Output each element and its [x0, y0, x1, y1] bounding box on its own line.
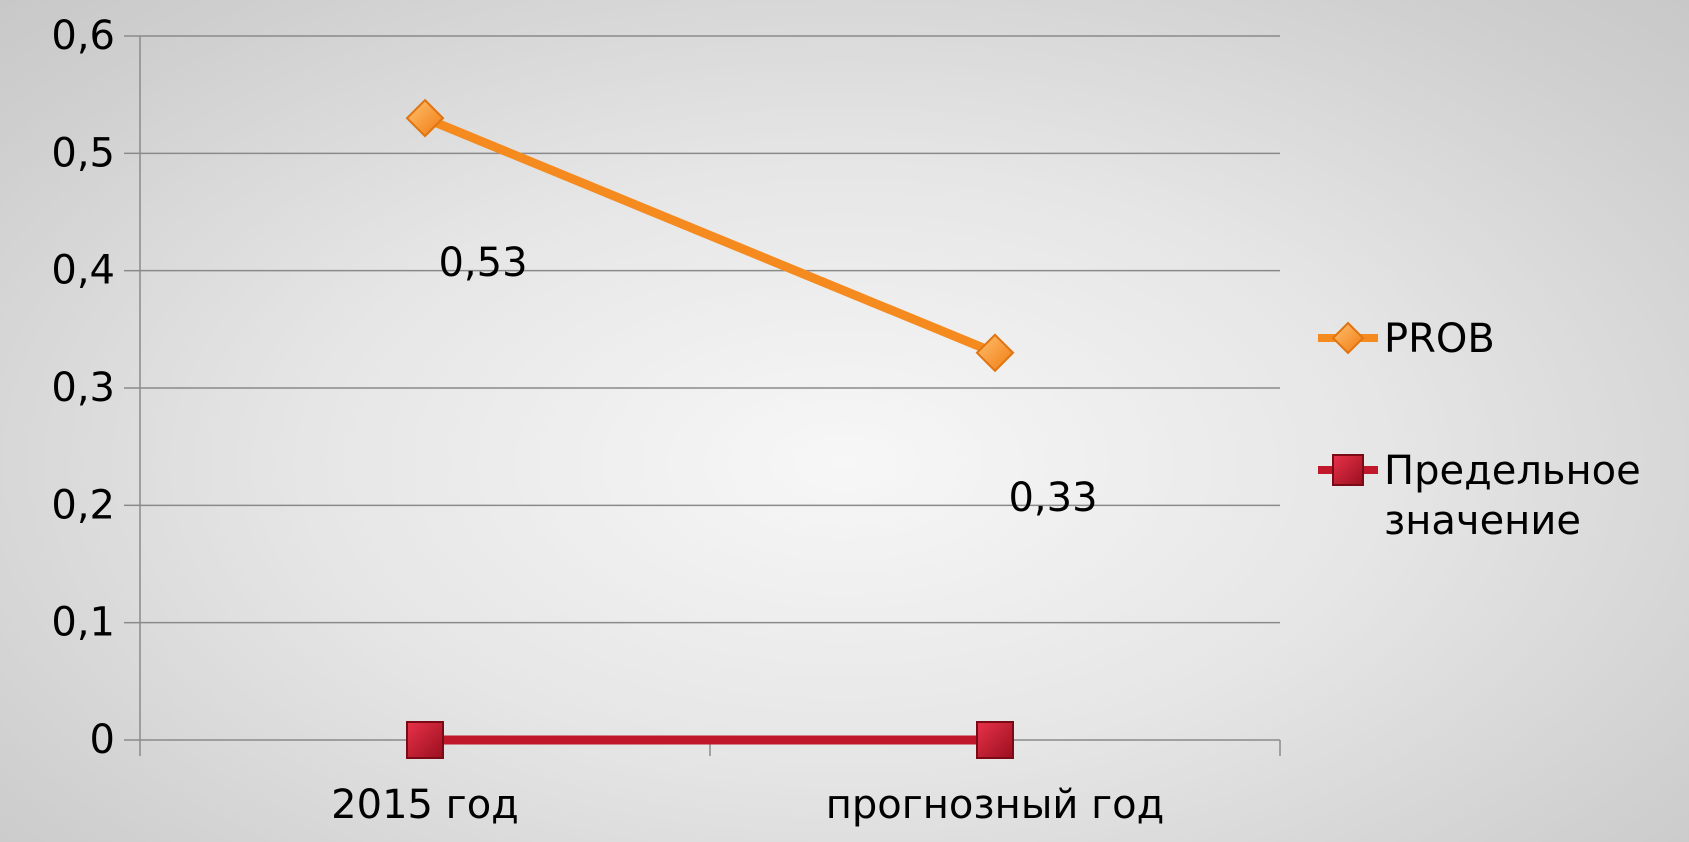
diamond-marker	[1331, 321, 1365, 355]
diamond-marker	[405, 98, 445, 138]
x-tick-label: прогнозный год	[826, 782, 1165, 828]
x-tick-label: 2015 год	[331, 782, 519, 828]
series-line	[423, 113, 997, 357]
y-tick-label: 0,2	[51, 482, 115, 528]
legend-label: значение	[1384, 498, 1581, 544]
y-tick-label: 0,6	[51, 13, 115, 59]
gridlines	[140, 35, 1280, 624]
diamond-marker	[975, 333, 1015, 373]
data-label: 0,33	[1008, 475, 1097, 521]
y-tick-label: 0,1	[51, 600, 115, 646]
series-group	[405, 98, 1015, 759]
y-tick-label: 0	[90, 717, 115, 763]
data-labels: 0,53 0,33	[438, 240, 1097, 521]
y-axis-ticks: 0 0,1 0,2 0,3 0,4 0,5 0,6	[51, 13, 140, 763]
y-tick-label: 0,3	[51, 365, 115, 411]
legend-label: Предельное	[1384, 448, 1641, 494]
square-marker	[976, 721, 1014, 759]
x-axis-ticks: 2015 год прогнозный год	[139, 740, 1281, 828]
legend-label: PROB	[1384, 316, 1495, 362]
y-tick-label: 0,4	[51, 248, 115, 294]
data-label: 0,53	[438, 240, 527, 286]
y-tick-label: 0,5	[51, 130, 115, 176]
square-marker	[1332, 454, 1364, 486]
square-marker	[406, 721, 444, 759]
